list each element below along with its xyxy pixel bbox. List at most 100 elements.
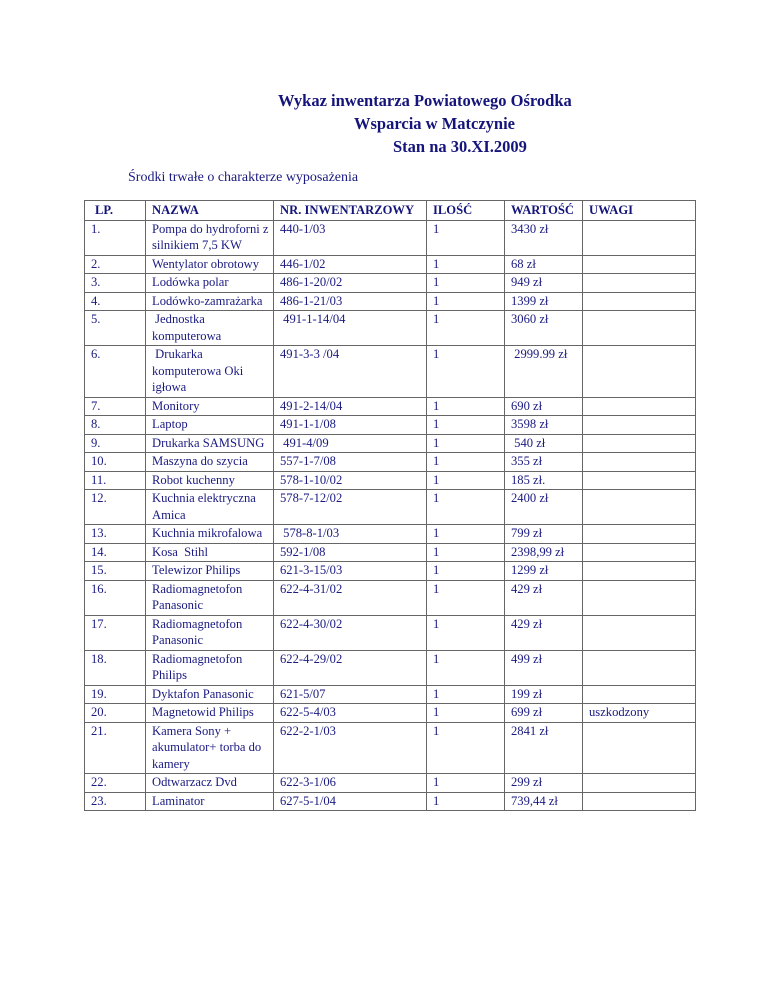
- cell-uwagi: [582, 773, 696, 793]
- cell-wartosc: 2999.99 zł: [504, 345, 583, 398]
- table-row: 11. Robot kuchenny 578-1-10/02 1 185 zł.: [84, 470, 696, 490]
- column-header-nazwa: NAZWA: [145, 200, 274, 221]
- table-row: 5. Jednostka komputerowa 491-1-14/04 1 306…: [84, 310, 696, 346]
- table-row: 10. Maszyna do szycia 557-1-7/08 1 355 zł: [84, 452, 696, 472]
- cell-lp: 13.: [84, 524, 146, 544]
- cell-nazwa: Pompa do hydroforni z silnikiem 7,5 KW: [145, 219, 274, 256]
- cell-uwagi: [582, 791, 696, 811]
- cell-nr-inwentarzowy: 440-1/03: [273, 219, 427, 256]
- table-row: 3. Lodówka polar 486-1-20/02 1 949 zł: [84, 273, 696, 293]
- column-header-ilosc: ILOŚĆ: [426, 200, 505, 221]
- cell-nazwa: Magnetowid Philips: [145, 703, 274, 723]
- cell-nr-inwentarzowy: 446-1/02: [273, 254, 427, 274]
- cell-ilosc: 1: [426, 489, 505, 525]
- cell-nr-inwentarzowy: 491-3-3 /04: [273, 345, 427, 398]
- cell-uwagi: [582, 614, 696, 651]
- inventory-table: LP. NAZWA NR. INWENTARZOWY ILOŚĆ WARTOŚĆ…: [84, 200, 696, 811]
- cell-nazwa: Laptop: [145, 415, 274, 435]
- table-row: 8. Laptop 491-1-1/08 1 3598 zł: [84, 415, 696, 435]
- cell-wartosc: 540 zł: [504, 433, 583, 453]
- cell-lp: 5.: [84, 310, 146, 346]
- cell-nazwa: Radiomagnetofon Philips: [145, 649, 274, 686]
- cell-ilosc: 1: [426, 773, 505, 793]
- cell-wartosc: 2398,99 zł: [504, 542, 583, 562]
- cell-uwagi: [582, 415, 696, 435]
- cell-lp: 4.: [84, 291, 146, 311]
- cell-wartosc: 185 zł.: [504, 470, 583, 490]
- cell-nazwa: Kamera Sony + akumulator+ torba do kamer…: [145, 721, 274, 774]
- cell-nr-inwentarzowy: 622-2-1/03: [273, 721, 427, 774]
- cell-uwagi: [582, 579, 696, 616]
- cell-nazwa: Radiomagnetofon Panasonic: [145, 579, 274, 616]
- cell-nazwa: Dyktafon Panasonic: [145, 684, 274, 704]
- cell-uwagi: [582, 310, 696, 346]
- cell-uwagi: [582, 291, 696, 311]
- table-row: 13. Kuchnia mikrofalowa 578-8-1/03 1 799 zł: [84, 524, 696, 544]
- cell-ilosc: 1: [426, 542, 505, 562]
- cell-nazwa: Kuchnia elektryczna Amica: [145, 489, 274, 525]
- cell-nr-inwentarzowy: 578-8-1/03: [273, 524, 427, 544]
- cell-nr-inwentarzowy: 486-1-20/02: [273, 273, 427, 293]
- cell-nr-inwentarzowy: 627-5-1/04: [273, 791, 427, 811]
- cell-nr-inwentarzowy: 557-1-7/08: [273, 452, 427, 472]
- cell-nr-inwentarzowy: 491-4/09: [273, 433, 427, 453]
- cell-nazwa: Lodówka polar: [145, 273, 274, 293]
- cell-nazwa: Monitory: [145, 396, 274, 416]
- cell-wartosc: 299 zł: [504, 773, 583, 793]
- cell-ilosc: 1: [426, 524, 505, 544]
- cell-lp: 8.: [84, 415, 146, 435]
- cell-nr-inwentarzowy: 621-5/07: [273, 684, 427, 704]
- cell-nr-inwentarzowy: 486-1-21/03: [273, 291, 427, 311]
- cell-uwagi: [582, 452, 696, 472]
- cell-wartosc: 2400 zł: [504, 489, 583, 525]
- cell-nr-inwentarzowy: 578-7-12/02: [273, 489, 427, 525]
- cell-ilosc: 1: [426, 721, 505, 774]
- cell-uwagi: [582, 561, 696, 581]
- cell-ilosc: 1: [426, 470, 505, 490]
- cell-nazwa: Odtwarzacz Dvd: [145, 773, 274, 793]
- cell-lp: 16.: [84, 579, 146, 616]
- cell-uwagi: [582, 396, 696, 416]
- cell-wartosc: 355 zł: [504, 452, 583, 472]
- cell-uwagi: [582, 721, 696, 774]
- cell-wartosc: 199 zł: [504, 684, 583, 704]
- cell-wartosc: 1399 zł: [504, 291, 583, 311]
- cell-nr-inwentarzowy: 491-2-14/04: [273, 396, 427, 416]
- cell-lp: 15.: [84, 561, 146, 581]
- cell-uwagi: [582, 470, 696, 490]
- cell-nr-inwentarzowy: 621-3-15/03: [273, 561, 427, 581]
- cell-wartosc: 2841 zł: [504, 721, 583, 774]
- cell-wartosc: 949 zł: [504, 273, 583, 293]
- table-header-row: LP. NAZWA NR. INWENTARZOWY ILOŚĆ WARTOŚĆ…: [84, 200, 696, 221]
- column-header-wartosc: WARTOŚĆ: [504, 200, 583, 221]
- cell-lp: 11.: [84, 470, 146, 490]
- table-row: 4. Lodówko-zamrażarka 486-1-21/03 1 1399 zł: [84, 291, 696, 311]
- cell-nazwa: Drukarka komputerowa Oki igłowa: [145, 345, 274, 398]
- cell-lp: 6.: [84, 345, 146, 398]
- table-row: 7. Monitory 491-2-14/04 1 690 zł: [84, 396, 696, 416]
- cell-nazwa: Robot kuchenny: [145, 470, 274, 490]
- cell-nazwa: Drukarka SAMSUNG: [145, 433, 274, 453]
- cell-ilosc: 1: [426, 791, 505, 811]
- cell-nr-inwentarzowy: 622-3-1/06: [273, 773, 427, 793]
- cell-ilosc: 1: [426, 649, 505, 686]
- cell-ilosc: 1: [426, 415, 505, 435]
- cell-wartosc: 429 zł: [504, 614, 583, 651]
- cell-wartosc: 429 zł: [504, 579, 583, 616]
- document-title-line-1: Wykaz inwentarza Powiatowego Ośrodka: [278, 91, 572, 110]
- cell-ilosc: 1: [426, 310, 505, 346]
- cell-nazwa: Wentylator obrotowy: [145, 254, 274, 274]
- column-header-uwagi: UWAGI: [582, 200, 696, 221]
- cell-ilosc: 1: [426, 396, 505, 416]
- cell-uwagi: [582, 489, 696, 525]
- table-row: 1. Pompa do hydroforni z silnikiem 7,5 KW…: [84, 219, 696, 256]
- cell-lp: 22.: [84, 773, 146, 793]
- cell-wartosc: 699 zł: [504, 703, 583, 723]
- cell-lp: 3.: [84, 273, 146, 293]
- cell-ilosc: 1: [426, 703, 505, 723]
- cell-uwagi: [582, 273, 696, 293]
- cell-ilosc: 1: [426, 684, 505, 704]
- cell-nazwa: Maszyna do szycia: [145, 452, 274, 472]
- table-row: 6. Drukarka komputerowa Oki igłowa 491-3-…: [84, 345, 696, 398]
- table-row: 19. Dyktafon Panasonic 621-5/07 1 199 zł: [84, 684, 696, 704]
